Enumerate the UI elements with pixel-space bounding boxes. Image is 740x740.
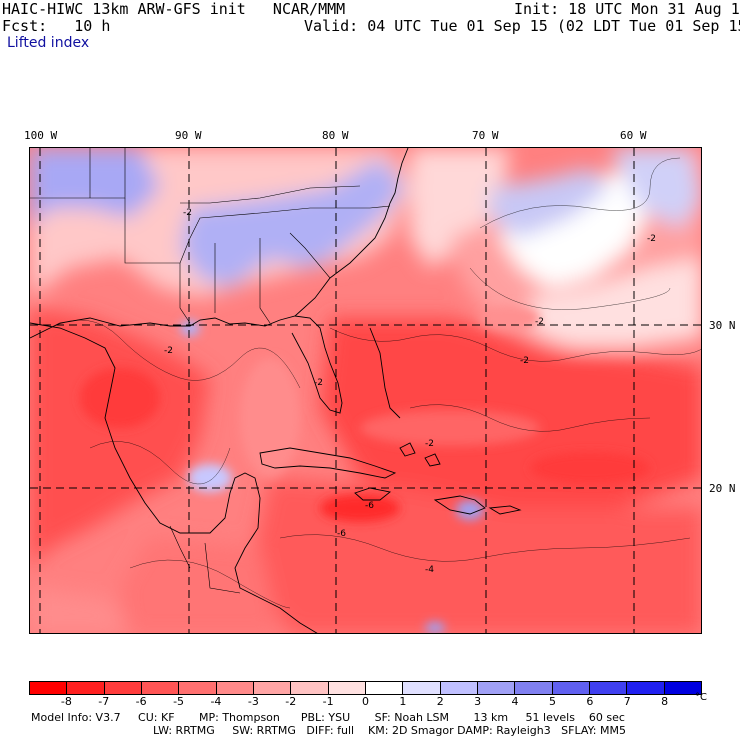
- colorbar-tick-label: -6: [135, 695, 147, 708]
- colorbar-swatch: [365, 682, 404, 694]
- lon-label-80w: 80 W: [322, 129, 349, 142]
- colorbar-tick-label: -3: [247, 695, 259, 708]
- colorbar-swatch: [515, 682, 553, 694]
- graticule: [30, 148, 701, 633]
- colorbar-swatch: [67, 682, 105, 694]
- lat-label-20n: 20 N: [709, 482, 736, 495]
- contour-label: -2: [183, 208, 192, 218]
- lon-label-100w: 100 W: [24, 129, 58, 142]
- valid-time: Valid: 04 UTC Tue 01 Sep 15 (02 LDT Tue …: [304, 17, 740, 35]
- contour-label: -6: [337, 529, 346, 539]
- field-shading: [30, 148, 701, 633]
- colorbar-swatch: [216, 682, 254, 694]
- colorbar-tick-label: -5: [173, 695, 185, 708]
- contour-label: -2: [647, 234, 656, 244]
- contour-label: -4: [425, 565, 434, 575]
- colorbar-tick-label: -8: [60, 695, 72, 708]
- contour-label: -2: [535, 317, 544, 327]
- colorbar-tick-label: 0: [362, 695, 369, 708]
- model-info-line1: Model Info: V3.7 CU: KF MP: Thompson PBL…: [31, 711, 625, 724]
- lon-label-60w: 60 W: [620, 129, 647, 142]
- colorbar-tick-label: 4: [511, 695, 519, 708]
- colorbar-tick-label: 6: [586, 695, 594, 708]
- colorbar-swatch: [179, 682, 217, 694]
- model-info-line2: LW: RRTMG SW: RRTMG DIFF: full KM: 2D Sm…: [153, 724, 626, 737]
- lifted-index-map: -2 -2 -2 -2 -2 -2 -4 -6 -6 -2: [29, 147, 702, 634]
- colorbar-swatch: [30, 682, 68, 694]
- contour-label: -2: [314, 378, 323, 388]
- contour-label: -2: [520, 356, 529, 366]
- colorbar-swatch: [403, 682, 441, 694]
- colorbar-tick-label: -7: [98, 695, 110, 708]
- contour-label: -2: [164, 346, 173, 356]
- field-name: Lifted index: [7, 35, 90, 51]
- colorbar-tick-label: 8: [661, 695, 669, 708]
- colorbar-swatch: [440, 682, 478, 694]
- colorbar-swatch: [141, 682, 180, 694]
- colorbar-swatch: [291, 682, 329, 694]
- map-canvas: -2 -2 -2 -2 -2 -2 -4 -6 -6 -2: [30, 148, 701, 633]
- colorbar-swatch: [589, 682, 628, 694]
- colorbar: [29, 681, 702, 695]
- init-time: Init: 18 UTC Mon 31 Aug 15: [514, 0, 740, 18]
- colorbar-tick-label: -2: [285, 695, 297, 708]
- colorbar-swatch: [552, 682, 590, 694]
- coastlines: [30, 148, 522, 633]
- colorbar-tick-label: 2: [436, 695, 444, 708]
- colorbar-tick-label: 1: [399, 695, 407, 708]
- model-title: HAIC-HIWC 13km ARW-GFS init NCAR/MMM: [2, 0, 346, 18]
- colorbar-swatch: [477, 682, 516, 694]
- lat-label-30n: 30 N: [709, 319, 736, 332]
- colorbar-tick-label: 7: [623, 695, 631, 708]
- field-detail: [80, 306, 650, 633]
- colorbar-swatch: [104, 682, 142, 694]
- colorbar-swatch: [664, 682, 701, 694]
- colorbar-tick-label: -4: [210, 695, 222, 708]
- contour-labels: -2 -2 -2 -2 -2 -2 -4 -6 -6 -2: [164, 208, 656, 575]
- colorbar-tick-label: 3: [474, 695, 482, 708]
- contour-label: -2: [425, 439, 434, 449]
- colorbar-unit: °C: [695, 692, 707, 703]
- colorbar-tick-label: 5: [548, 695, 556, 708]
- contour-label: -6: [365, 501, 374, 511]
- colorbar-swatch: [253, 682, 292, 694]
- lon-label-90w: 90 W: [175, 129, 202, 142]
- forecast-hour: Fcst: 10 h: [2, 17, 111, 35]
- lon-label-70w: 70 W: [472, 129, 499, 142]
- contours: [49, 157, 701, 609]
- colorbar-swatch: [627, 682, 665, 694]
- colorbar-tick-label: -1: [322, 695, 334, 708]
- colorbar-swatch: [328, 682, 366, 694]
